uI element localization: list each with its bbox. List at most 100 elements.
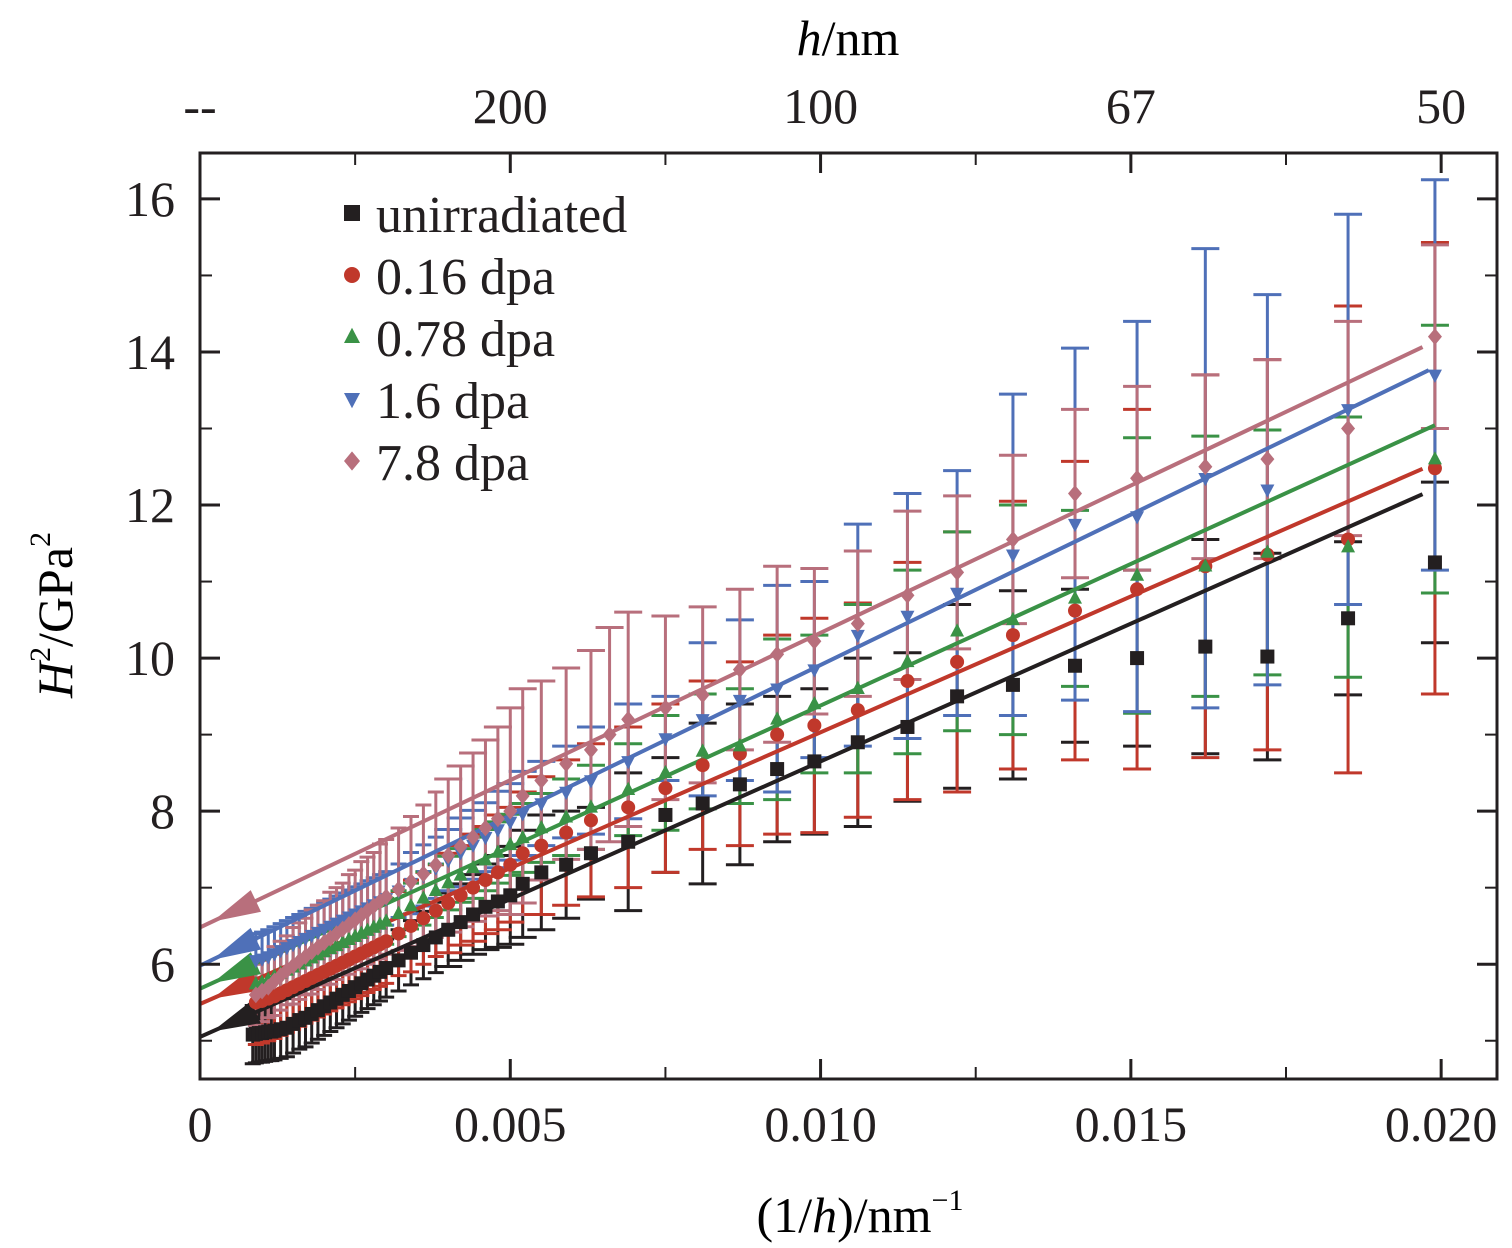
data-point-1-6-dpa (515, 808, 530, 822)
data-point-7-8-dpa (850, 615, 865, 633)
data-point-7-8-dpa (900, 586, 915, 604)
data-point-7-8-dpa (621, 710, 636, 728)
x-tick-label: 0.005 (454, 1096, 567, 1152)
data-point-7-8-dpa (248, 986, 263, 1004)
data-point-7-8-dpa (770, 645, 785, 663)
data-point-7-8-dpa (695, 686, 710, 704)
data-point-0-78-dpa (441, 875, 456, 889)
data-point-1-6-dpa (1130, 511, 1145, 525)
data-point-0-16-dpa (379, 934, 394, 949)
data-point-0-78-dpa (900, 653, 915, 668)
data-point-0-16-dpa (583, 813, 598, 828)
data-point-0-78-dpa (583, 799, 598, 813)
data-point-0-78-dpa (490, 844, 505, 858)
x-tick-label: 0.015 (1075, 1096, 1188, 1152)
top-tick-label: -- (183, 78, 216, 134)
data-point-unirradiated (428, 930, 443, 945)
x-axis-sup: −1 (932, 1184, 964, 1217)
data-point-0-78-dpa (379, 913, 394, 927)
data-point-unirradiated (732, 777, 747, 792)
data-point-unirradiated (900, 719, 915, 734)
x-axis-var: h (812, 1187, 837, 1243)
data-point-unirradiated (503, 888, 518, 903)
data-point-0-78-dpa (807, 695, 822, 710)
data-point-unirradiated (441, 922, 456, 937)
x-tick-label: 0 (188, 1096, 213, 1152)
data-point-1-6-dpa (621, 756, 636, 770)
data-point-0-16-dpa (453, 888, 468, 903)
top-tick-label: 200 (473, 78, 548, 134)
data-point-7-8-dpa (1341, 420, 1356, 437)
data-point-unirradiated (695, 796, 710, 811)
y-tick-label: 8 (150, 783, 175, 839)
data-point-0-16-dpa (416, 911, 431, 926)
data-point-0-16-dpa (503, 857, 518, 872)
legend-marker-0-16-dpa (344, 267, 360, 283)
data-point-1-6-dpa (658, 733, 673, 747)
data-point-7-8-dpa (453, 837, 468, 855)
data-point-0-78-dpa (770, 711, 785, 725)
top-tick-label: 100 (783, 78, 858, 134)
data-point-7-8-dpa (1260, 450, 1275, 468)
data-point-0-16-dpa (621, 800, 636, 815)
data-point-unirradiated (391, 953, 406, 968)
top-tick-label: 67 (1106, 78, 1156, 134)
top-tick-label: 50 (1416, 78, 1466, 134)
data-point-unirradiated (1068, 658, 1083, 673)
y-tick-label: 6 (150, 936, 175, 992)
data-point-7-8-dpa (1068, 485, 1083, 502)
data-point-0-78-dpa (503, 836, 518, 851)
data-points-layer (245, 328, 1442, 1042)
data-point-1-6-dpa (583, 775, 598, 789)
data-point-unirradiated (1130, 651, 1145, 666)
data-point-0-16-dpa (900, 674, 915, 689)
data-point-1-6-dpa (732, 694, 747, 709)
x-axis-title: (1/h)/nm−1 (757, 1184, 964, 1243)
data-point-1-6-dpa (503, 816, 518, 830)
data-point-0-16-dpa (1130, 582, 1145, 597)
data-point-0-16-dpa (1005, 628, 1020, 643)
data-point-7-8-dpa (490, 810, 505, 828)
data-point-0-16-dpa (695, 758, 710, 773)
y-tick-label: 16 (125, 171, 175, 227)
y-tick-label: 10 (125, 630, 175, 686)
legend-marker-unirradiated (344, 205, 360, 221)
top-axis-title: h/nm (797, 10, 900, 66)
data-point-1-6-dpa (490, 824, 505, 838)
y-axis-var: H (27, 659, 83, 699)
data-point-0-78-dpa (466, 859, 481, 874)
data-point-0-78-dpa (732, 738, 747, 752)
data-point-1-6-dpa (1198, 472, 1213, 487)
legend-marker-7-8-dpa (344, 451, 360, 471)
data-point-unirradiated (770, 762, 785, 777)
data-point-0-16-dpa (950, 654, 965, 669)
data-point-7-8-dpa (602, 726, 617, 744)
data-point-0-78-dpa (1005, 611, 1020, 626)
data-point-0-78-dpa (621, 781, 636, 795)
data-point-unirradiated (403, 945, 418, 960)
data-point-0-16-dpa (515, 846, 530, 861)
data-point-0-78-dpa (1260, 544, 1275, 558)
data-point-unirradiated (1427, 555, 1442, 570)
data-point-1-6-dpa (950, 587, 965, 602)
data-point-0-78-dpa (1068, 590, 1083, 604)
data-point-1-6-dpa (807, 664, 822, 678)
data-point-unirradiated (807, 754, 822, 769)
data-point-7-8-dpa (1198, 458, 1213, 476)
data-point-unirradiated (466, 907, 481, 922)
data-point-1-6-dpa (900, 610, 915, 625)
data-point-0-78-dpa (658, 764, 673, 779)
data-point-unirradiated (478, 899, 493, 914)
legend-marker-1-6-dpa (344, 393, 360, 409)
data-point-7-8-dpa (1130, 469, 1145, 487)
data-point-0-16-dpa (850, 703, 865, 718)
data-point-unirradiated (850, 735, 865, 750)
plot-frame (198, 151, 1499, 1081)
data-point-7-8-dpa (503, 802, 518, 820)
data-point-unirradiated (1005, 677, 1020, 692)
data-point-unirradiated (515, 876, 530, 891)
data-point-1-6-dpa (1341, 404, 1356, 418)
data-point-1-6-dpa (1427, 369, 1442, 383)
legend-label-7-8-dpa: 7.8 dpa (376, 435, 529, 492)
